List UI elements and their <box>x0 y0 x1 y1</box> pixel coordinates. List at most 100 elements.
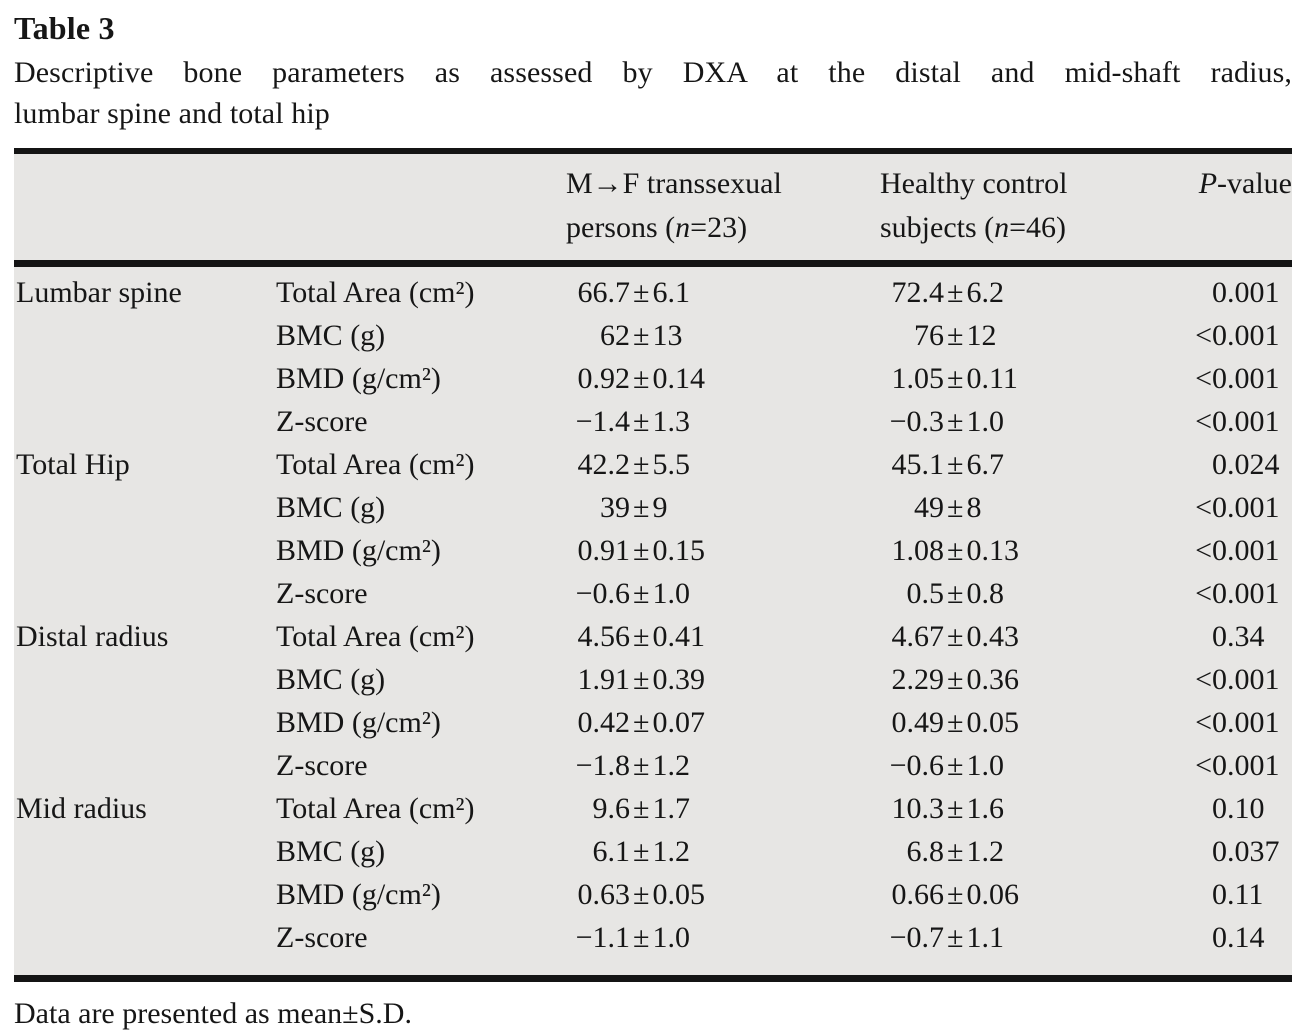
plus-minus-symbol: ± <box>947 620 964 653</box>
pvalue: 0.10 <box>1212 792 1265 825</box>
sd-value: 9 <box>652 491 668 524</box>
top-rule <box>14 148 1292 154</box>
mean-value: −1.1 <box>575 921 630 954</box>
sd-value: 0.13 <box>966 534 1019 567</box>
mean-value: 49 <box>914 491 944 524</box>
value-cell: 0.91 ±0.15 <box>566 529 880 572</box>
sd-value: 1.0 <box>966 749 1004 782</box>
sd-value: 6.2 <box>966 276 1004 309</box>
row-group-cell <box>14 658 270 701</box>
mean-value: 2.29 <box>891 663 945 696</box>
value-cell: −0.7 ±1.1 <box>880 916 1166 959</box>
table-body: Lumbar spine Total Area (cm²) 66.7 ±6.1 7… <box>14 267 1292 975</box>
value-cell: 4.67 ±0.43 <box>880 615 1166 658</box>
pvalue-cell: <0.001 <box>1166 529 1292 572</box>
plus-minus-symbol: ± <box>947 749 964 782</box>
sd-value: 1.7 <box>652 792 690 825</box>
sd-value: 8 <box>966 491 982 524</box>
sd-value: 0.07 <box>652 706 705 739</box>
sd-value: 1.6 <box>966 792 1004 825</box>
header-group-column <box>14 162 270 250</box>
pvalue: 0.001 <box>1212 405 1280 438</box>
value-cell: 0.49 ±0.05 <box>880 701 1166 744</box>
value-cell: −1.1 ±1.0 <box>566 916 880 959</box>
mean-value: −1.4 <box>575 405 630 438</box>
pvalue-cell: 0.001 <box>1166 271 1292 314</box>
value-cell: 0.63 ±0.05 <box>566 873 880 916</box>
pvalue: 0.001 <box>1212 276 1280 309</box>
sd-value: 6.1 <box>652 276 690 309</box>
row-group-cell: Mid radius <box>16 792 147 825</box>
row-group-cell <box>14 830 270 873</box>
caption-line-2: lumbar spine and total hip <box>14 97 330 130</box>
value-cell: 66.7 ±6.1 <box>566 271 880 314</box>
less-than-symbol: < <box>1195 577 1212 610</box>
plus-minus-symbol: ± <box>633 878 650 911</box>
table-row: BMD (g/cm²) 0.42 ±0.07 0.49 ±0.05 <0.001 <box>14 701 1292 744</box>
pvalue: 0.001 <box>1212 491 1280 524</box>
row-group-cell <box>14 486 270 529</box>
italic-n: n <box>675 211 691 244</box>
table-row: Lumbar spine Total Area (cm²) 66.7 ±6.1 7… <box>14 271 1292 314</box>
value-cell: 72.4 ±6.2 <box>880 271 1166 314</box>
mean-value: 0.91 <box>577 534 631 567</box>
table-row: Distal radius Total Area (cm²) 4.56 ±0.41… <box>14 615 1292 658</box>
row-group-cell <box>14 314 270 357</box>
sd-value: 0.15 <box>652 534 705 567</box>
value-cell: 42.2 ±5.5 <box>566 443 880 486</box>
sd-value: 0.36 <box>966 663 1019 696</box>
value-cell: 1.91 ±0.39 <box>566 658 880 701</box>
mean-value: −0.3 <box>889 405 944 438</box>
value-cell: 45.1 ±6.7 <box>880 443 1166 486</box>
plus-minus-symbol: ± <box>633 835 650 868</box>
sd-value: 12 <box>966 319 997 352</box>
sd-value: 0.05 <box>652 878 705 911</box>
plus-minus-symbol: ± <box>633 620 650 653</box>
header-transsexual-line-1: M→F transsexual <box>566 167 782 200</box>
sd-value: 0.06 <box>966 878 1019 911</box>
plus-minus-symbol: ± <box>633 405 650 438</box>
data-table: M→F transsexual persons (n=23) Healthy c… <box>14 154 1292 975</box>
sd-value: 6.7 <box>966 448 1004 481</box>
plus-minus-symbol: ± <box>947 491 964 524</box>
row-group-cell: Distal radius <box>16 620 169 653</box>
table-row: Z-score −1.1 ±1.0 −0.7 ±1.1 0.14 <box>14 916 1292 959</box>
table-row: Z-score −0.6 ±1.0 0.5 ±0.8 <0.001 <box>14 572 1292 615</box>
plus-minus-symbol: ± <box>947 792 964 825</box>
sd-value: 1.0 <box>652 577 690 610</box>
plus-minus-symbol: ± <box>947 663 964 696</box>
mean-value: −1.8 <box>575 749 630 782</box>
plus-minus-symbol: ± <box>633 749 650 782</box>
plus-minus-symbol: ± <box>947 835 964 868</box>
mean-value: 45.1 <box>891 448 945 481</box>
value-cell: 1.05 ±0.11 <box>880 357 1166 400</box>
sd-value: 1.2 <box>966 835 1004 868</box>
mean-value: 0.49 <box>891 706 945 739</box>
pvalue-cell: 0.14 <box>1166 916 1292 959</box>
table-row: BMC (g) 39 ±9 49 ±8 <0.001 <box>14 486 1292 529</box>
less-than-symbol: < <box>1195 362 1212 395</box>
table-caption: Descriptive bone parameters as assessed … <box>14 52 1292 134</box>
pvalue: 0.037 <box>1212 835 1280 868</box>
value-cell: 62 ±13 <box>566 314 880 357</box>
row-param-cell: Z-score <box>276 749 368 782</box>
table-row: Z-score −1.4 ±1.3 −0.3 ±1.0 <0.001 <box>14 400 1292 443</box>
row-param-cell: Total Area (cm²) <box>276 448 475 481</box>
plus-minus-symbol: ± <box>947 921 964 954</box>
header-param-column <box>270 162 566 250</box>
table-row: BMD (g/cm²) 0.92 ±0.14 1.05 ±0.11 <0.001 <box>14 357 1292 400</box>
mean-value: 0.92 <box>577 362 631 395</box>
plus-minus-symbol: ± <box>947 448 964 481</box>
row-param-cell: Z-score <box>276 577 368 610</box>
plus-minus-symbol: ± <box>633 706 650 739</box>
table-row: Total Hip Total Area (cm²) 42.2 ±5.5 45.1… <box>14 443 1292 486</box>
value-cell: 39 ±9 <box>566 486 880 529</box>
mean-value: 76 <box>914 319 944 352</box>
header-transsexual-column: M→F transsexual persons (n=23) <box>566 162 880 250</box>
pvalue-cell: <0.001 <box>1166 357 1292 400</box>
value-cell: 6.8 ±1.2 <box>880 830 1166 873</box>
row-param-cell: BMC (g) <box>276 835 386 868</box>
pvalue-cell: <0.001 <box>1166 314 1292 357</box>
value-cell: 0.5 ±0.8 <box>880 572 1166 615</box>
header-transsexual-line-2: persons (n=23) <box>566 206 880 250</box>
